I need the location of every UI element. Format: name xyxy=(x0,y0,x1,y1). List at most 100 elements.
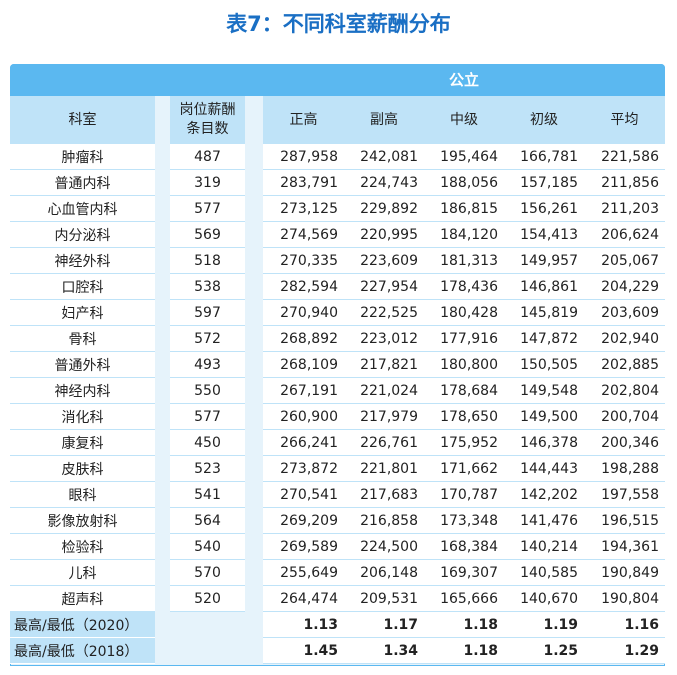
row-label: 儿科 xyxy=(10,560,155,586)
cell: 450 xyxy=(170,430,245,456)
column-header: 平均 xyxy=(584,96,665,144)
cell: 518 xyxy=(170,248,245,274)
cell: 264,474 xyxy=(263,586,344,612)
cell: 178,436 xyxy=(424,274,504,300)
cell: 150,505 xyxy=(504,352,584,378)
row-label: 口腔科 xyxy=(10,274,155,300)
cell: 274,569 xyxy=(263,222,344,248)
summary-cell: 1.29 xyxy=(584,638,665,664)
cell: 273,872 xyxy=(263,456,344,482)
cell: 202,804 xyxy=(584,378,665,404)
cell: 206,148 xyxy=(344,560,424,586)
cell: 165,666 xyxy=(424,586,504,612)
group-label: 公立 xyxy=(448,71,479,89)
cell: 203,609 xyxy=(584,300,665,326)
cell: 273,125 xyxy=(263,196,344,222)
cell: 217,821 xyxy=(344,352,424,378)
cell: 266,241 xyxy=(263,430,344,456)
cell: 140,670 xyxy=(504,586,584,612)
group-header xyxy=(10,64,665,96)
summary-label: 最高/最低（2018） xyxy=(10,638,155,664)
cell: 217,683 xyxy=(344,482,424,508)
row-label: 皮肤科 xyxy=(10,456,155,482)
row-label: 普通外科 xyxy=(10,352,155,378)
cell: 204,229 xyxy=(584,274,665,300)
cell: 140,585 xyxy=(504,560,584,586)
cell: 180,428 xyxy=(424,300,504,326)
cell: 202,940 xyxy=(584,326,665,352)
cell: 572 xyxy=(170,326,245,352)
summary-cell: 1.45 xyxy=(263,638,344,664)
cell: 270,940 xyxy=(263,300,344,326)
column-header: 初级 xyxy=(504,96,584,144)
row-label: 影像放射科 xyxy=(10,508,155,534)
summary-cell: 1.19 xyxy=(504,612,584,638)
column-header: 中级 xyxy=(424,96,504,144)
column-header: 科室 xyxy=(10,96,155,144)
cell: 146,861 xyxy=(504,274,584,300)
cell: 144,443 xyxy=(504,456,584,482)
cell: 211,856 xyxy=(584,170,665,196)
cell: 223,609 xyxy=(344,248,424,274)
cell: 220,995 xyxy=(344,222,424,248)
row-label: 骨科 xyxy=(10,326,155,352)
cell: 270,541 xyxy=(263,482,344,508)
summary-cell: 1.18 xyxy=(424,638,504,664)
cell: 255,649 xyxy=(263,560,344,586)
cell: 577 xyxy=(170,196,245,222)
summary-label: 最高/最低（2020） xyxy=(10,612,155,638)
cell: 487 xyxy=(170,144,245,170)
cell: 188,056 xyxy=(424,170,504,196)
cell: 319 xyxy=(170,170,245,196)
cell: 169,307 xyxy=(424,560,504,586)
cell: 195,464 xyxy=(424,144,504,170)
cell: 221,586 xyxy=(584,144,665,170)
cell: 270,335 xyxy=(263,248,344,274)
column-header: 副高 xyxy=(344,96,424,144)
column-header: 正高 xyxy=(263,96,344,144)
cell: 226,761 xyxy=(344,430,424,456)
cell: 268,109 xyxy=(263,352,344,378)
cell: 205,067 xyxy=(584,248,665,274)
cell: 267,191 xyxy=(263,378,344,404)
cell: 157,185 xyxy=(504,170,584,196)
cell: 206,624 xyxy=(584,222,665,248)
cell: 180,800 xyxy=(424,352,504,378)
cell: 166,781 xyxy=(504,144,584,170)
summary-cell: 1.25 xyxy=(504,638,584,664)
row-label: 检验科 xyxy=(10,534,155,560)
cell: 538 xyxy=(170,274,245,300)
cell: 269,209 xyxy=(263,508,344,534)
cell: 577 xyxy=(170,404,245,430)
cell: 570 xyxy=(170,560,245,586)
cell: 221,024 xyxy=(344,378,424,404)
cell: 197,558 xyxy=(584,482,665,508)
column-header: 岗位薪酬 条目数 xyxy=(170,96,245,144)
cell: 178,650 xyxy=(424,404,504,430)
row-label: 康复科 xyxy=(10,430,155,456)
cell: 282,594 xyxy=(263,274,344,300)
cell: 523 xyxy=(170,456,245,482)
cell: 200,704 xyxy=(584,404,665,430)
row-label: 内分泌科 xyxy=(10,222,155,248)
cell: 269,589 xyxy=(263,534,344,560)
cell: 149,957 xyxy=(504,248,584,274)
cell: 149,500 xyxy=(504,404,584,430)
cell: 154,413 xyxy=(504,222,584,248)
cell: 597 xyxy=(170,300,245,326)
cell: 175,952 xyxy=(424,430,504,456)
row-label: 消化科 xyxy=(10,404,155,430)
summary-cell: 1.17 xyxy=(344,612,424,638)
cell: 227,954 xyxy=(344,274,424,300)
cell: 268,892 xyxy=(263,326,344,352)
cell: 540 xyxy=(170,534,245,560)
cell: 173,348 xyxy=(424,508,504,534)
cell: 140,214 xyxy=(504,534,584,560)
row-label: 神经外科 xyxy=(10,248,155,274)
cell: 569 xyxy=(170,222,245,248)
cell: 170,787 xyxy=(424,482,504,508)
cell: 242,081 xyxy=(344,144,424,170)
summary-cell: 1.34 xyxy=(344,638,424,664)
cell: 287,958 xyxy=(263,144,344,170)
